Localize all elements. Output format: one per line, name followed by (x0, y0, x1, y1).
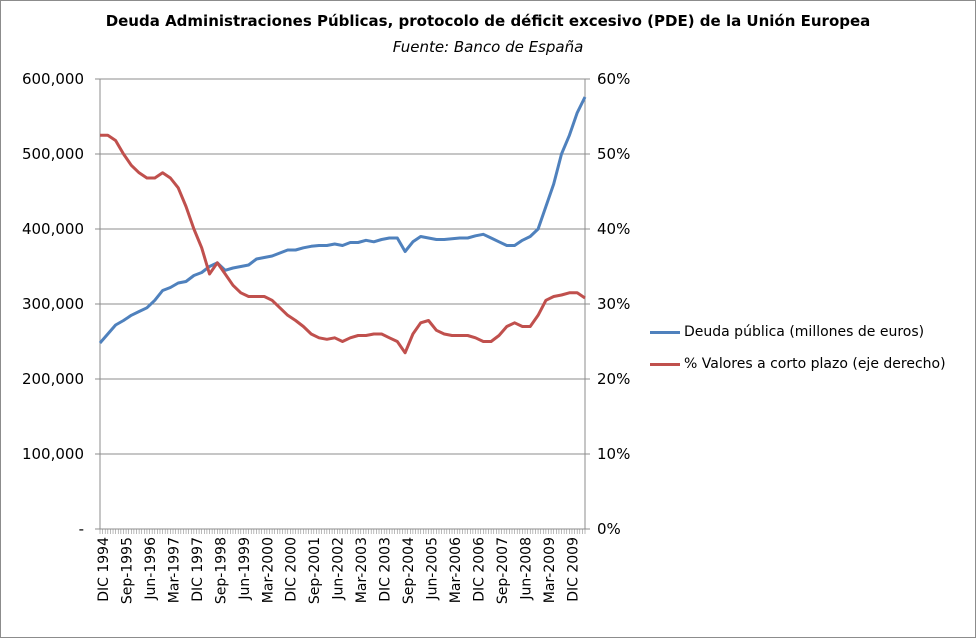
chart-title: Deuda Administraciones Públicas, protoco… (105, 12, 871, 30)
x-tick-label: DIC 1994 (96, 537, 112, 602)
x-tick-label: Sep-1998 (213, 537, 229, 604)
y-right-tick-label: 20% (597, 370, 630, 388)
series-line-deuda (98, 96, 587, 344)
y-right-tick-label: 30% (597, 295, 630, 313)
x-tick-label: DIC 2009 (565, 537, 581, 602)
y-left-tick-label: 100,000 (22, 445, 84, 463)
x-tick-label: DIC 2000 (284, 537, 300, 602)
legend-label-deuda: Deuda pública (millones de euros) (684, 324, 925, 340)
y-right-tick-label: 0% (597, 520, 621, 538)
x-tick-label: Jun-2005 (425, 537, 441, 601)
legend-item-valores: % Valores a corto plazo (eje derecho) (650, 354, 946, 374)
y-right-tick-label: 40% (597, 220, 630, 238)
legend-label-valores: % Valores a corto plazo (eje derecho) (684, 356, 946, 372)
x-tick-label: Mar-1997 (166, 537, 182, 603)
y-right-tick-label: 10% (597, 445, 630, 463)
legend-swatch-deuda (650, 330, 680, 334)
y-right-tick-label: 60% (597, 70, 630, 88)
x-tick-label: DIC 1997 (190, 537, 206, 602)
x-tick-label: Mar-2000 (260, 537, 276, 603)
y-left-tick-label: 200,000 (22, 370, 84, 388)
x-tick-label: Sep-1995 (119, 537, 135, 604)
x-tick-label: Mar-2009 (542, 537, 558, 603)
x-tick-label: Jun-2002 (331, 537, 347, 601)
chart-subtitle: Fuente: Banco de España (392, 38, 584, 56)
x-tick-label: DIC 2003 (378, 537, 394, 602)
series-line-valores (100, 133, 586, 355)
y-left-tick-label: 600,000 (22, 70, 84, 88)
x-tick-label: Mar-2003 (354, 537, 370, 603)
x-tick-label: Sep-2001 (307, 537, 323, 604)
y-left-tick-label: 400,000 (22, 220, 84, 238)
x-tick-label: DIC 2006 (471, 537, 487, 602)
y-left-tick-label: 300,000 (22, 295, 84, 313)
legend-swatch-valores (650, 362, 680, 366)
y-left-tick-label: 500,000 (22, 145, 84, 163)
x-tick-label: Sep-2007 (495, 537, 511, 604)
x-tick-label: Jun-2008 (518, 537, 534, 601)
x-tick-label: Sep-2004 (401, 537, 417, 604)
x-tick-label: Jun-1996 (143, 537, 159, 601)
y-right-tick-label: 50% (597, 145, 630, 163)
y-left-tick-label: - (79, 520, 84, 538)
x-tick-label: Jun-1999 (237, 537, 253, 601)
legend-item-deuda: Deuda pública (millones de euros) (650, 322, 924, 342)
x-tick-label: Mar-2006 (448, 537, 464, 603)
